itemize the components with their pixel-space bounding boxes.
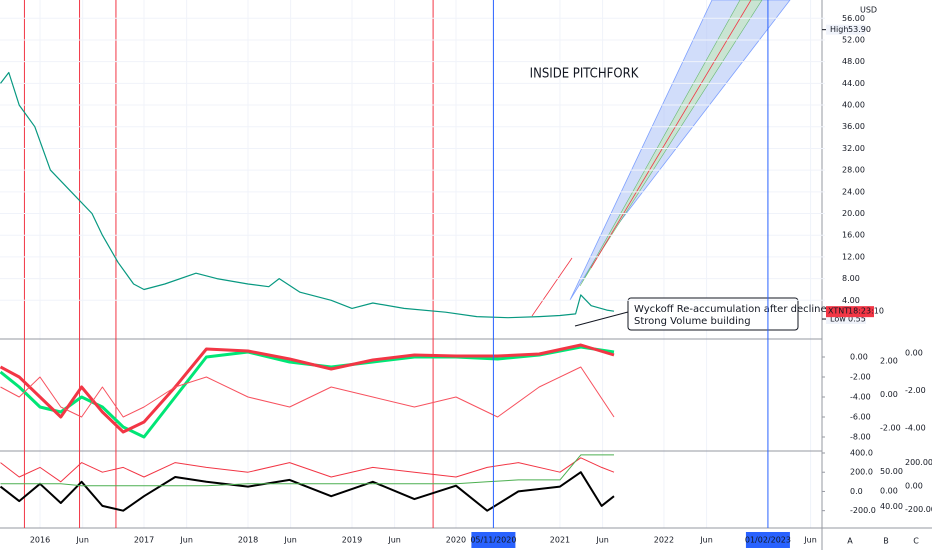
annotation: Wyckoff Re-accumulation after decline, [634, 304, 830, 315]
annotation-box [627, 297, 799, 331]
currency: USD [860, 6, 877, 15]
y2-tick-label: 40.00 [880, 502, 903, 511]
y-tick-label: 400.0 [850, 449, 873, 458]
y-tick-label: 52.00 [842, 35, 865, 44]
y-tick-label: 36.00 [842, 122, 865, 131]
pitchfork-median [590, 0, 752, 269]
low-box [826, 314, 866, 325]
price-tag-clock: 18:23:10 [848, 307, 884, 316]
y3-tick-label: 0.00 [905, 482, 923, 491]
series-line [0, 454, 614, 487]
y-tick-label: 20.00 [842, 209, 865, 218]
y-tick-label: 32.00 [842, 144, 865, 153]
x-tick-label: 2016 [30, 536, 50, 545]
y-tick-label: -4.00 [850, 393, 871, 402]
y-tick-label: 40.00 [842, 101, 865, 110]
scale-button[interactable]: A [847, 537, 853, 546]
y-tick-label: 28.00 [842, 166, 865, 175]
x-tick-label: 2017 [134, 536, 154, 545]
annotation-pointer [574, 311, 629, 327]
y-tick-label: 8.00 [842, 274, 860, 283]
marker-label-box [745, 532, 790, 548]
y2-tick-label: 2.00 [880, 357, 898, 366]
x-tick-label: 2020 [446, 536, 466, 545]
x-tick-label: Jun [387, 536, 401, 545]
x-tick-label: Jun [699, 536, 713, 545]
y-tick-label: 56.00 [842, 14, 865, 23]
high-box [826, 24, 866, 35]
y-tick-label: -6.00 [850, 413, 871, 422]
y-tick-label: 44.00 [842, 79, 865, 88]
x-tick-label: 2018 [238, 536, 258, 545]
y-tick-label: 16.00 [842, 231, 865, 240]
y2-tick-label: 0.00 [880, 390, 898, 399]
chart-title: INSIDE PITCHFORK [530, 67, 639, 82]
x-tick-label: Jun [283, 536, 297, 545]
series-line [0, 471, 615, 512]
marker-label-box [471, 532, 516, 548]
y-tick-label: 0.00 [850, 353, 868, 362]
price-tag [826, 306, 874, 318]
annotation: Strong Volume building [634, 316, 751, 327]
x-tick-label: Jun [803, 536, 817, 545]
marker-label: 01/02/2023 [745, 536, 791, 545]
y-tick-label: 48.00 [842, 57, 865, 66]
high-label: High [830, 25, 848, 34]
y-tick-label: -2.00 [850, 373, 871, 382]
y-tick-label: 12.00 [842, 252, 865, 261]
series-line [0, 71, 615, 319]
high-value: 53.90 [848, 25, 871, 34]
y-tick-label: 24.00 [842, 187, 865, 196]
y2-tick-label: 0.00 [880, 486, 898, 495]
marker-label: 05/11/2020 [470, 536, 516, 545]
y2-tick-label: -2.00 [880, 424, 901, 433]
y3-tick-label: 0.00 [905, 348, 923, 357]
y3-tick-label: -200.00 [905, 505, 932, 514]
low-value: 0.55 [848, 315, 866, 324]
x-tick-label: 2022 [654, 536, 674, 545]
price-tag-symbol: XTNT [828, 307, 849, 316]
pitchfork-handle [531, 257, 573, 317]
y-tick-label: 0.0 [850, 487, 863, 496]
y3-tick-label: -2.00 [905, 386, 926, 395]
y-tick-label: -8.00 [850, 433, 871, 442]
y-tick-label: 200.0 [850, 468, 873, 477]
y-tick-label: 4.00 [842, 296, 860, 305]
low-label: Low [830, 315, 846, 324]
series-line [0, 366, 615, 418]
y-tick-label: -200.0 [850, 506, 876, 515]
x-tick-label: Jun [75, 536, 89, 545]
x-tick-label: 2021 [550, 536, 570, 545]
scale-button[interactable]: C [913, 537, 919, 546]
y2-tick-label: 50.00 [880, 467, 903, 476]
series-line [0, 343, 615, 434]
scale-button[interactable]: B [883, 537, 889, 546]
x-tick-label: Jun [595, 536, 609, 545]
y3-tick-label: 200.00 [905, 458, 932, 467]
x-tick-label: Jun [179, 536, 193, 545]
x-tick-label: 2019 [342, 536, 362, 545]
series-line [0, 457, 615, 483]
y3-tick-label: -4.00 [905, 424, 926, 433]
